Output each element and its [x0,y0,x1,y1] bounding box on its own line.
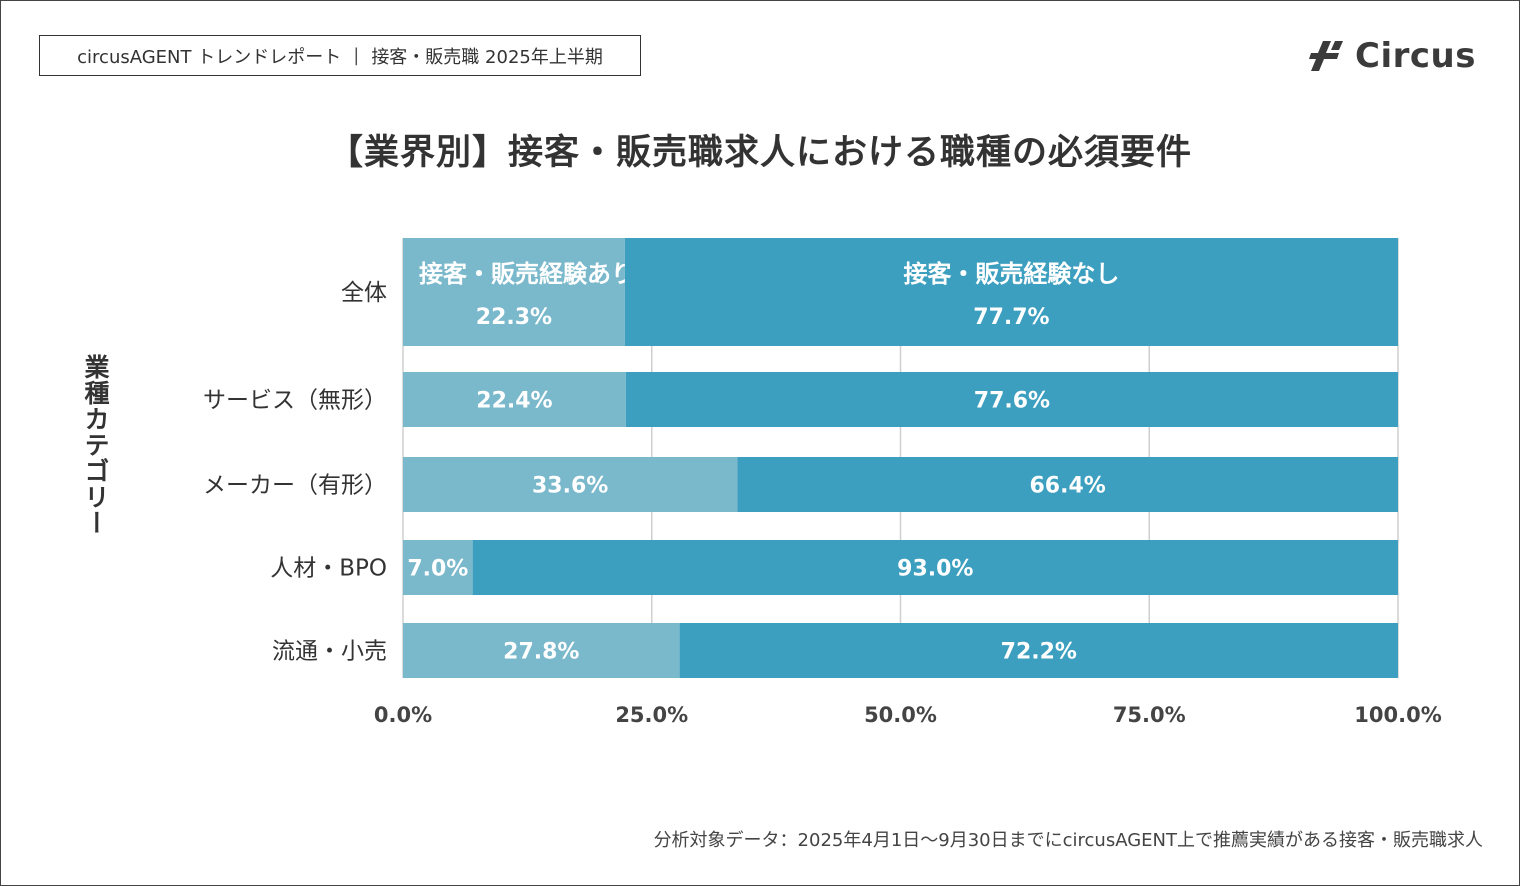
x-tick-label: 0.0% [374,703,432,727]
footnote: 分析対象データ：2025年4月1日〜9月30日までにcircusAGENT上で推… [653,830,1483,851]
data-label: 77.6% [974,389,1050,414]
bar-segment [624,238,1398,346]
bar-segment [403,457,738,512]
bar-segment [403,372,626,427]
data-label: 7.0% [407,557,468,582]
data-label: 77.7% [973,305,1049,330]
circus-logo: Circus [1309,34,1476,78]
report-topic: 接客・販売職 2025年上半期 [371,46,603,68]
data-label: 22.4% [476,389,552,414]
legend-label: 接客・販売経験なし [903,260,1119,288]
data-label: 27.8% [503,640,579,665]
x-tick-label: 100.0% [1354,703,1441,727]
tag-separator: | [353,45,360,66]
bar-segment [625,372,1398,427]
bar-segment [403,623,680,678]
x-tick-label: 25.0% [615,703,688,727]
category-label: 全体 [341,280,387,306]
data-label: 93.0% [897,557,973,582]
y-axis-label: 業種カテゴリー [81,354,110,536]
legend-label: 接客・販売経験あり [419,260,635,288]
data-label: 72.2% [1001,640,1077,665]
x-tick-label: 75.0% [1113,703,1186,727]
report-tag: circusAGENT トレンドレポート | 接客・販売職 2025年上半期 [39,35,641,76]
bar-segment [737,457,1398,512]
bar-segment [403,540,473,595]
data-label: 33.6% [532,474,608,499]
bar-segment [472,540,1398,595]
data-label: 66.4% [1029,474,1105,499]
logo-text: Circus [1355,36,1476,76]
bar-segment [403,238,625,346]
category-label: サービス（無形） [203,388,387,414]
chart-title: 【業界別】接客・販売職求人における職種の必須要件 [327,133,1192,173]
data-label: 22.3% [476,305,552,330]
report-label: circusAGENT トレンドレポート [77,46,342,68]
x-tick-label: 50.0% [864,703,937,727]
category-label: 人材・BPO [270,556,387,582]
circus-mark-icon [1309,41,1344,71]
category-label: メーカー（有形） [203,473,387,499]
bar-segment [679,623,1398,678]
category-label: 流通・小売 [272,639,387,665]
